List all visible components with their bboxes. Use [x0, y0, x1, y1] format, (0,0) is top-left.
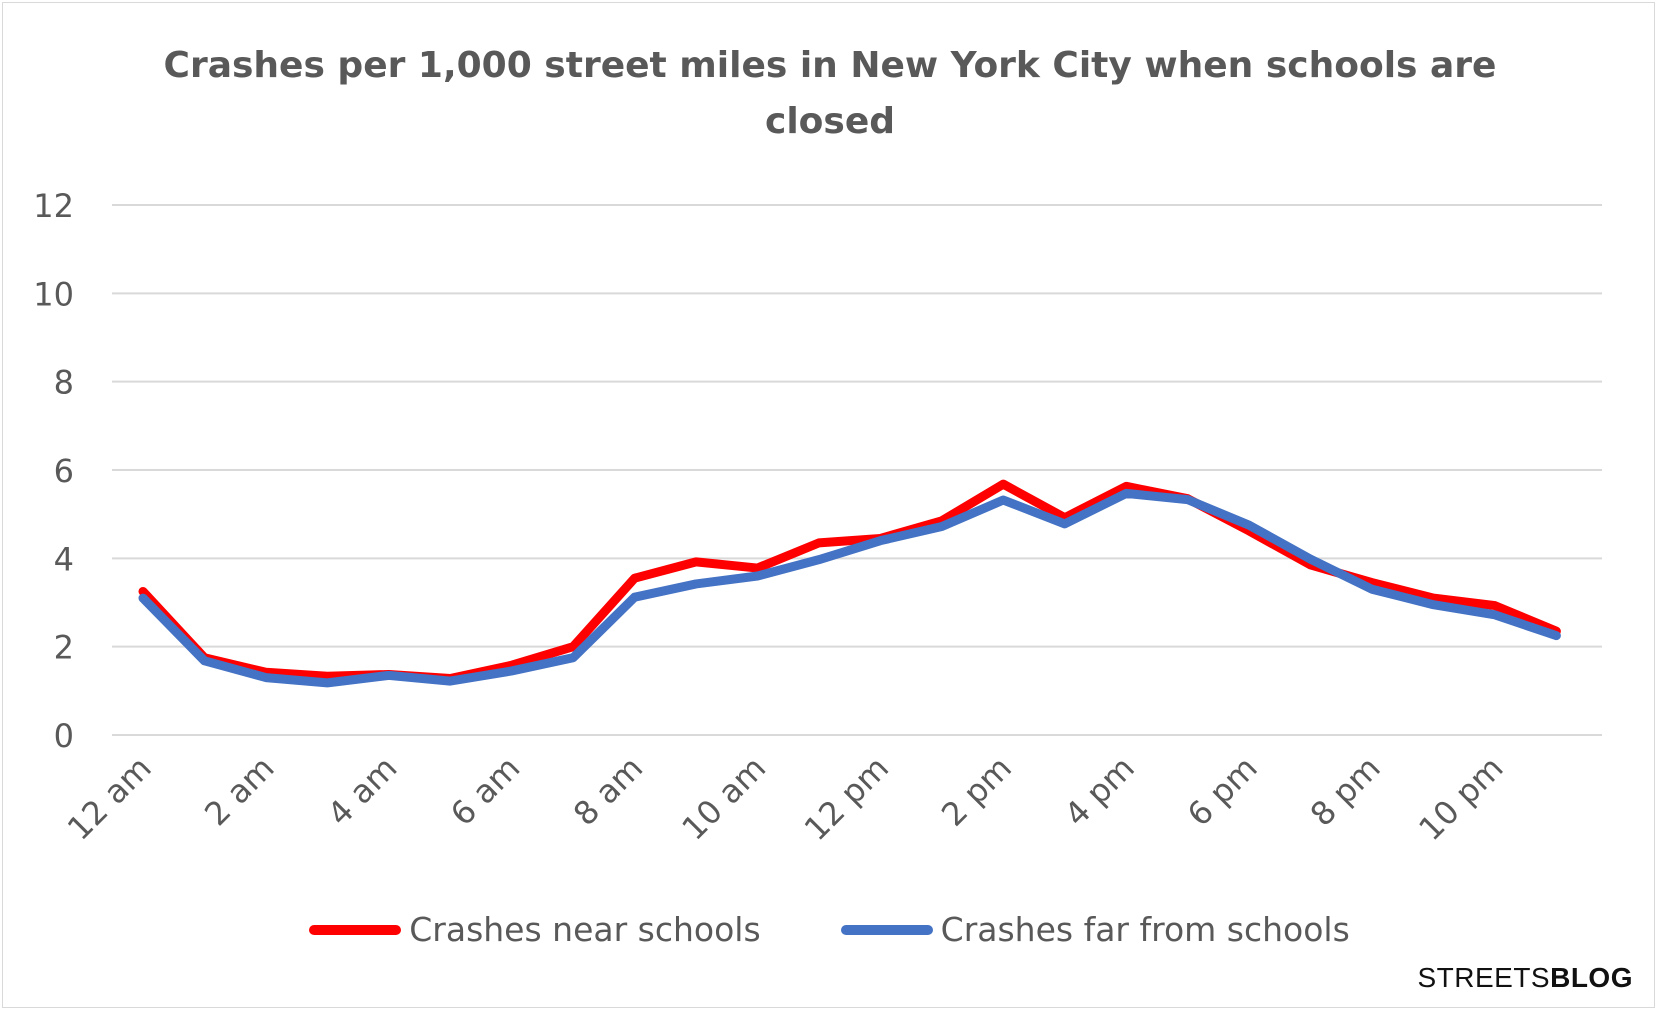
chart-title: Crashes per 1,000 street miles in New Yo… [163, 45, 1497, 142]
data-point-near-schools-8-pm [1371, 582, 1373, 584]
data-point-far-from-schools-4-pm [1125, 492, 1127, 494]
series-line-near-schools [138, 479, 1561, 683]
y-tick-label-2: 2 [54, 629, 74, 667]
data-point-far-from-schools-8-am [634, 596, 636, 598]
data-point-near-schools-7-am [572, 646, 574, 648]
data-point-near-schools-8-am [634, 577, 636, 579]
data-point-far-from-schools-4-am [388, 674, 390, 676]
data-point-far-from-schools-5-pm [1187, 499, 1189, 501]
data-point-far-from-schools-6-am [511, 670, 513, 672]
data-point-near-schools-11-am [818, 542, 820, 544]
data-point-near-schools-9-am [695, 561, 697, 563]
y-tick-label-12: 12 [33, 187, 74, 225]
legend-swatch-far-from-schools [840, 924, 933, 935]
x-tick-label-12-am: 12 am [60, 749, 159, 848]
brand-prefix: STREETS [1417, 962, 1551, 993]
data-point-far-from-schools-1-am [203, 660, 205, 662]
data-point-far-from-schools-7-pm [1310, 558, 1312, 560]
data-point-near-schools-10-pm [1494, 605, 1496, 607]
x-tick-label-6-pm: 6 pm [1180, 749, 1265, 834]
x-tick-label-10-pm: 10 pm [1411, 749, 1510, 848]
y-tick-label-6: 6 [54, 452, 74, 490]
x-tick-label-6-am: 6 am [443, 749, 527, 833]
x-tick-label-4-am: 4 am [320, 749, 404, 833]
legend-item-far-from-schools: Crashes far from schools [840, 910, 1350, 949]
x-tick-label-8-pm: 8 pm [1303, 749, 1388, 834]
legend-label-far-from-schools: Crashes far from schools [940, 910, 1350, 949]
brand-suffix: BLOG [1550, 962, 1633, 993]
x-tick-label-4-pm: 4 pm [1057, 749, 1142, 834]
data-point-far-from-schools-2-pm [1002, 499, 1004, 501]
series-line-far-from-schools [138, 488, 1561, 688]
data-point-far-from-schools-3-pm [1064, 523, 1066, 525]
data-point-far-from-schools-11-am [818, 559, 820, 561]
x-tick-label-8-am: 8 am [566, 749, 650, 833]
x-tick-label-10-am: 10 am [674, 749, 773, 848]
data-point-near-schools-6-pm [1248, 530, 1250, 532]
data-point-far-from-schools-1-pm [941, 526, 943, 528]
data-point-near-schools-3-am [326, 675, 328, 677]
y-tick-label-0: 0 [54, 717, 74, 755]
data-point-far-from-schools-7-am [572, 657, 574, 659]
data-point-near-schools-3-pm [1064, 517, 1066, 519]
data-point-far-from-schools-10-am [757, 575, 758, 577]
data-point-far-from-schools-11-pm [1555, 635, 1557, 637]
streetsblog-logo: STREETSBLOG [1417, 962, 1633, 994]
data-point-near-schools-4-pm [1125, 485, 1127, 487]
legend-label-near-schools: Crashes near schools [409, 910, 761, 949]
data-point-near-schools-12-am [142, 590, 144, 592]
data-point-near-schools-2-pm [1002, 483, 1004, 485]
data-point-near-schools-1-pm [941, 520, 943, 522]
data-point-far-from-schools-3-am [326, 682, 328, 684]
data-point-far-from-schools-12-am [142, 597, 144, 599]
data-point-near-schools-10-am [757, 567, 758, 569]
data-point-far-from-schools-6-pm [1248, 524, 1250, 526]
y-tick-label-8: 8 [54, 364, 74, 402]
data-point-far-from-schools-10-pm [1494, 614, 1496, 616]
x-tick-label-2-pm: 2 pm [934, 749, 1019, 834]
data-point-far-from-schools-2-am [265, 677, 267, 679]
data-point-near-schools-2-am [265, 671, 267, 673]
x-tick-label-12-pm: 12 pm [797, 749, 896, 848]
data-point-near-schools-9-pm [1432, 597, 1434, 599]
legend-item-near-schools: Crashes near schools [309, 910, 761, 949]
data-point-far-from-schools-9-am [695, 583, 697, 585]
data-point-far-from-schools-12-pm [879, 540, 881, 542]
y-tick-label-10: 10 [33, 275, 74, 313]
data-point-near-schools-7-pm [1310, 564, 1312, 566]
data-point-far-from-schools-9-pm [1432, 604, 1434, 606]
data-point-far-from-schools-8-pm [1371, 588, 1373, 590]
legend-swatch-near-schools [309, 924, 402, 935]
y-tick-label-4: 4 [54, 540, 74, 578]
data-point-near-schools-6-am [511, 664, 513, 666]
x-tick-label-2-am: 2 am [197, 749, 281, 833]
chart-legend: Crashes near schools Crashes far from sc… [0, 910, 1659, 949]
data-point-far-from-schools-5-am [449, 680, 451, 682]
